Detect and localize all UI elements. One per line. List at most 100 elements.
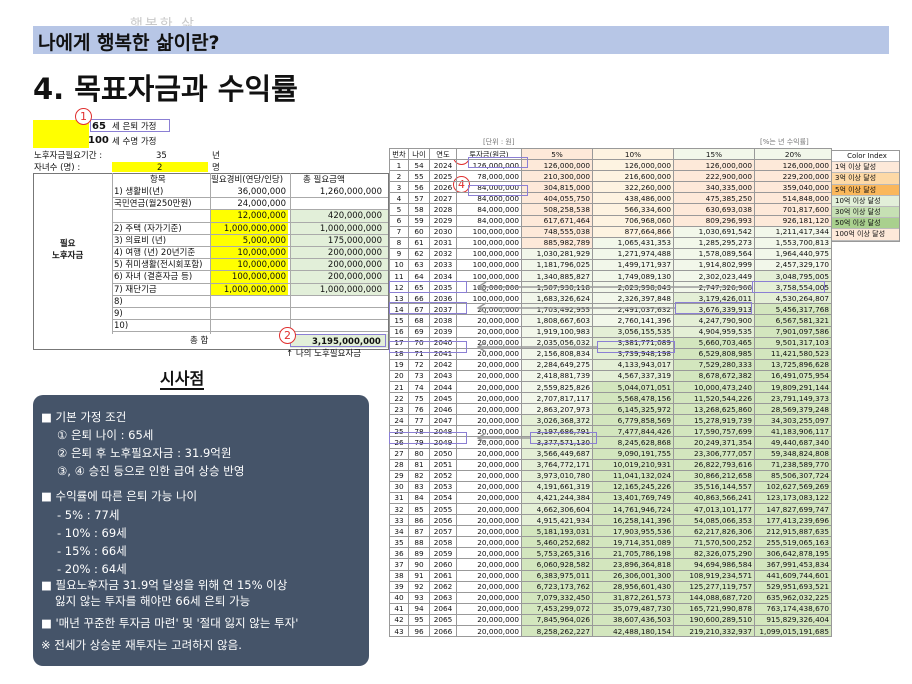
table-cell: 5,753,265,316 [521,547,593,560]
table-cell: 2053 [429,480,457,493]
table-cell: 100,000,000 [456,258,522,272]
annual-highlight [210,259,288,271]
table-cell: 55 [408,170,430,183]
table-cell: 2034 [429,270,457,283]
needs-col-divider [112,173,113,334]
table-cell: 1,099,015,191,685 [754,625,832,638]
table-cell: 42,488,180,154 [592,625,674,638]
table-cell: 89 [408,547,430,560]
table-row: 2 55 2025 78,000,000 210,300,000 216,600,000 2… [389,170,832,183]
table-cell: 5 [389,203,409,216]
table-cell: 21 [389,380,409,394]
table-cell: 177,413,239,696 [754,514,832,527]
table-cell: 8 [389,236,409,249]
table-cell: 49,440,687,340 [754,436,832,449]
table-cell: 37 [389,558,409,571]
table-cell: 2051 [429,458,457,471]
table-cell: 566,334,600 [592,203,674,216]
table-cell: 2054 [429,491,457,505]
implications-panel: ■ 기본 가정 조건 ① 은퇴 나이 : 65세 ② 은퇴 후 노후필요자금 : 3… [33,395,369,666]
table-cell: 78,000,000 [456,170,522,183]
table-cell: 47,013,101,177 [673,502,755,516]
table-cell: 85 [408,502,430,516]
table-row: 33 86 2056 20,000,000 4,915,421,934 16,258,14… [389,514,832,527]
table-cell: 9,090,191,755 [592,447,674,460]
table-cell: 11,041,132,024 [592,469,674,482]
table-header: 20% [754,147,832,161]
table-cell: 1,030,281,929 [521,247,593,260]
needs-row-divider [112,270,388,272]
table-cell: 441,609,744,601 [754,569,832,582]
needs-item-total: 1,260,000,000 [319,187,382,197]
unit-right: [%는 년 수익률] [760,138,809,146]
needs-item-annual: 24,000,000 [237,199,286,210]
table-header: 5% [521,147,593,161]
table-cell: 90 [408,558,430,571]
total-highlight [290,234,388,246]
total-highlight [290,283,388,295]
table-cell: 229,200,000 [754,170,832,183]
annual-highlight [210,283,288,295]
table-cell: 2065 [429,613,457,627]
table-cell: 40,863,566,241 [673,491,755,505]
table-cell: 255,519,065,163 [754,536,832,549]
table-cell: 2039 [429,325,457,338]
table-header: 번차 [389,147,409,161]
needs-item-label: 7) 재단기금 [114,284,157,295]
table-cell: 41 [389,602,409,615]
needs-item-total: 200,000,000 [327,260,382,271]
needs-item-annual: 10,000,000 [237,260,286,271]
implication-line: ■ 수익률에 따른 은퇴 가능 나이 [41,489,198,503]
table-cell: 82,326,075,290 [673,547,755,560]
needs-item-annual: 1,000,000,000 [223,284,286,295]
table-cell: 24 [389,414,409,427]
table-cell: 10,019,210,931 [592,458,674,471]
table-cell: 2061 [429,569,457,582]
needs-col-divider [290,173,291,334]
implication-line: 잃지 않는 투자를 해야만 66세 은퇴 가능 [55,594,251,608]
table-cell: 2060 [429,558,457,571]
table-cell: 529,951,693,521 [754,580,832,593]
need-period-value: 35 [156,151,167,161]
sum-cell [290,334,388,348]
table-cell: 1,181,796,025 [521,258,593,272]
table-cell: 40 [389,591,409,604]
needs-item-label: 6) 자녀 (결혼자금 등) [114,272,193,283]
table-row: 17 70 2040 20,000,000 2,035,056,032 3,381,771… [389,336,832,349]
table-cell: 59 [408,214,430,227]
table-row: 32 85 2055 20,000,000 4,662,306,604 14,761,94… [389,502,832,516]
needs-item-total: 200,000,000 [327,272,382,283]
implication-line: - 20% : 64세 [57,562,127,576]
table-cell: 31 [389,491,409,505]
retire-age: 65 [92,121,106,132]
table-cell: 33 [389,514,409,527]
table-cell: 15 [389,314,409,327]
table-cell: 514,848,000 [754,192,832,205]
highlight-20pct [752,281,825,293]
table-cell: 2044 [429,380,457,394]
table-cell: 28,569,379,248 [754,403,832,416]
needs-group-label: 필요 노후자금 [52,239,84,261]
annual-highlight [210,222,288,234]
table-cell: 54,085,066,353 [673,514,755,527]
total-highlight [290,210,388,222]
needs-item-label: 국민연금(월250만원) [114,199,192,210]
highlight-arrows [476,281,752,444]
table-cell: 43 [389,625,409,638]
table-cell: 62 [408,247,430,260]
table-cell: 2025 [429,170,457,183]
implication-line: ※ 전세가 상승분 재투자는 고려하지 않음. [41,638,242,652]
table-cell: 926,181,120 [754,214,832,227]
table-cell: 20,000,000 [456,580,522,593]
table-row: 4 57 2027 84,000,000 404,055,750 438,486,000 4… [389,192,832,205]
table-row: 25 78 2048 20,000,000 3,197,686,791 7,477,844… [389,425,832,438]
table-cell: 20,000,000 [456,502,522,516]
children-unit: 명 [212,163,220,173]
table-cell: 2031 [429,236,457,249]
col-item-header: 항목 [150,175,166,185]
table-row: 26 79 2049 20,000,000 3,377,571,130 8,245,628… [389,436,832,449]
table-cell: 20,000,000 [456,558,522,571]
needs-row-divider [112,319,388,321]
table-cell: 367,991,453,834 [754,558,832,571]
table-cell: 7,901,097,586 [754,325,832,338]
